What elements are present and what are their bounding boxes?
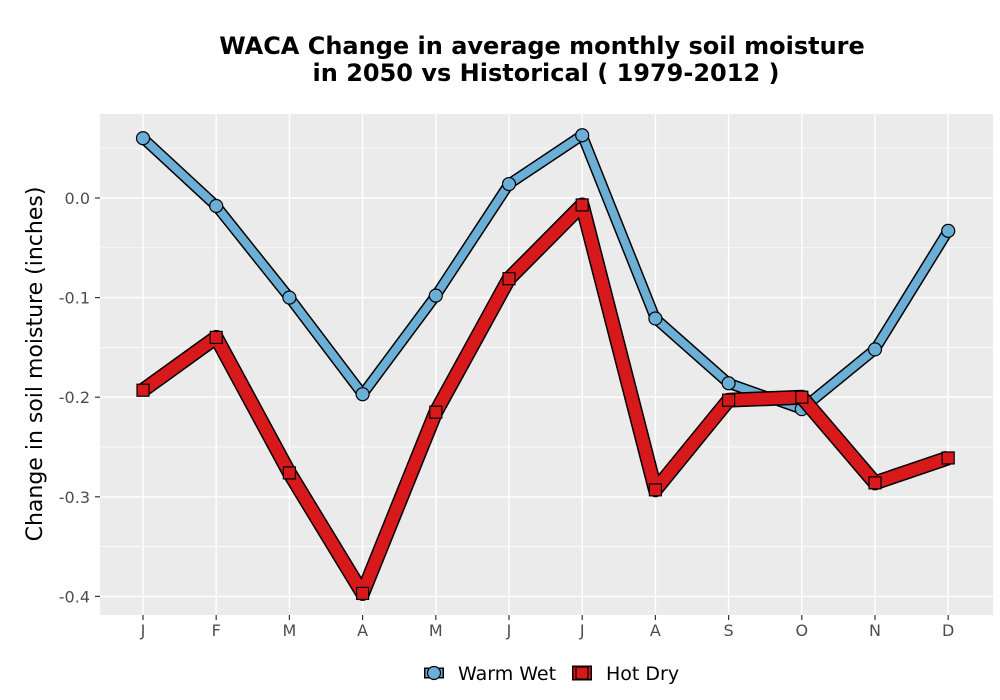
data-point <box>941 223 956 238</box>
x-tick-label: J <box>140 621 146 640</box>
data-point <box>209 198 224 214</box>
data-point <box>721 393 736 407</box>
x-tick-label: M <box>282 621 296 640</box>
legend: Warm Wet Hot Dry <box>424 663 679 685</box>
x-tick-label: O <box>796 621 809 640</box>
data-point <box>282 466 296 480</box>
x-tick-label: N <box>869 621 881 640</box>
data-point <box>868 476 882 490</box>
data-point <box>356 586 370 601</box>
y-tick-label: -0.4 <box>59 587 90 606</box>
data-point <box>941 451 955 465</box>
data-point <box>575 198 589 212</box>
x-tick-label: J <box>579 621 585 640</box>
data-point <box>355 387 370 402</box>
y-axis-ticks: 0.0 -0.1 -0.2 -0.3 -0.4 <box>59 189 100 606</box>
data-point <box>429 405 443 419</box>
data-point <box>648 311 663 326</box>
x-tick-label: S <box>724 621 734 640</box>
y-axis-label: Change in soil moisture (inches) <box>23 187 48 542</box>
legend-key-marker <box>426 665 442 681</box>
data-point <box>648 483 663 497</box>
legend-item: Hot Dry <box>572 663 679 685</box>
y-tick-label: -0.1 <box>59 289 90 308</box>
series-line <box>140 131 952 414</box>
x-tick-label: J <box>506 621 512 640</box>
data-point <box>136 383 150 397</box>
series-line <box>139 198 951 600</box>
chart-title-line1: WACA Change in average monthly soil mois… <box>219 32 865 60</box>
x-tick-label: A <box>650 621 661 640</box>
y-tick-label: 0.0 <box>65 189 90 208</box>
legend-label: Hot Dry <box>606 663 679 685</box>
legend-item: Warm Wet <box>424 663 556 685</box>
data-point <box>795 390 809 404</box>
data-point <box>502 272 516 286</box>
data-point <box>209 330 223 345</box>
series-layer <box>135 128 956 601</box>
data-point <box>721 376 736 391</box>
data-point <box>428 288 443 303</box>
data-point <box>867 342 883 357</box>
data-point <box>135 131 151 146</box>
data-point <box>501 176 517 192</box>
x-tick-label: D <box>942 621 954 640</box>
x-tick-label: F <box>212 621 221 640</box>
data-point <box>282 290 297 305</box>
legend-key-marker <box>575 666 589 680</box>
y-tick-label: -0.3 <box>59 488 90 507</box>
chart-title-line2: in 2050 vs Historical ( 1979-2012 ) <box>313 59 780 87</box>
x-tick-label: A <box>357 621 368 640</box>
y-tick-label: -0.2 <box>59 388 90 407</box>
x-tick-label: M <box>429 621 443 640</box>
legend-label: Warm Wet <box>458 663 556 685</box>
data-point <box>575 128 590 143</box>
